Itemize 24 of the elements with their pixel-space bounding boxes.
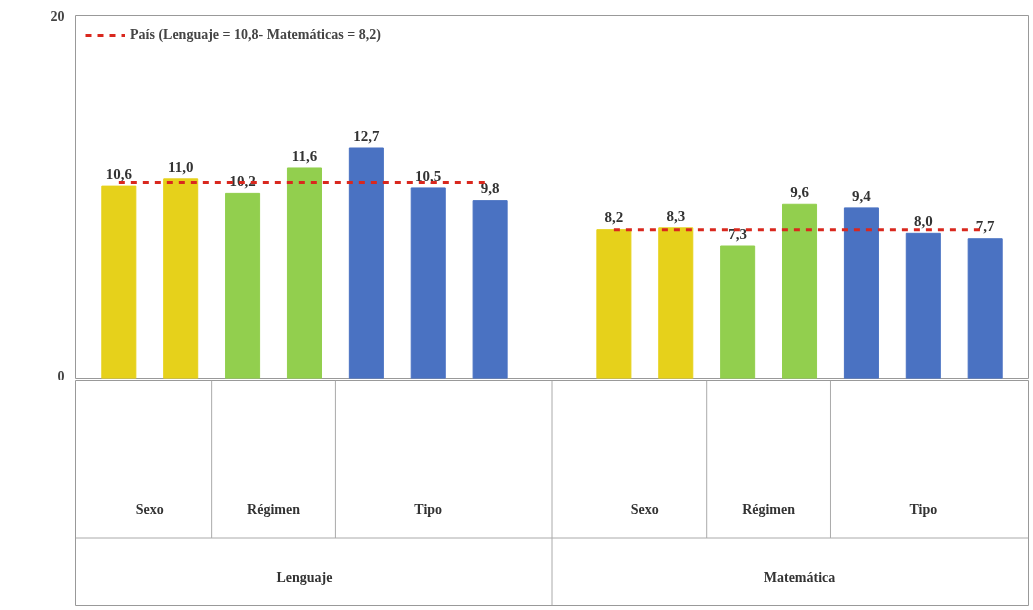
text: Sexo xyxy=(135,502,164,518)
text: Matemática xyxy=(763,569,836,585)
data-label: 8,0 xyxy=(913,213,933,230)
y-tick-label: 0 xyxy=(57,368,65,384)
data-label: 7,7 xyxy=(975,218,996,235)
text: Régimen xyxy=(742,502,796,518)
data-label: 9,6 xyxy=(790,184,810,200)
text: Lenguaje xyxy=(276,569,333,585)
data-label: 9,4 xyxy=(852,187,872,204)
data-label: 9,8 xyxy=(480,180,500,197)
text: Régimen xyxy=(247,502,301,518)
data-label: 10,5 xyxy=(415,167,442,184)
data-label: 12,7 xyxy=(353,127,380,144)
text: Tipo xyxy=(909,502,938,518)
data-label: 8,3 xyxy=(666,207,686,224)
data-label: 7,3 xyxy=(728,225,748,242)
text: Sexo xyxy=(630,502,659,518)
data-label: 8,2 xyxy=(604,209,624,226)
text: Tipo xyxy=(414,502,443,518)
y-tick-label: 20 xyxy=(50,8,65,24)
legend-label: País (Lenguaje = 10,8- Matemáticas = 8,2) xyxy=(130,27,381,43)
data-label: 11,0 xyxy=(167,158,194,175)
data-label: 10,6 xyxy=(105,165,133,182)
data-label: 11,6 xyxy=(291,147,318,164)
